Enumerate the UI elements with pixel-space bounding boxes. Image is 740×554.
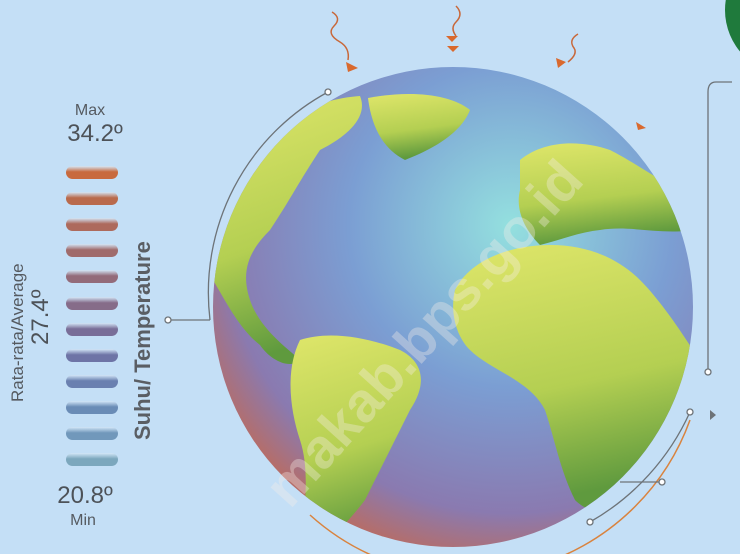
globe xyxy=(213,67,693,547)
corner-shape xyxy=(725,0,740,52)
scale-bar xyxy=(66,244,118,258)
scale-bar xyxy=(66,374,118,388)
scale-bar xyxy=(66,322,118,336)
scale-bar xyxy=(66,348,118,362)
scale-bar xyxy=(66,166,118,179)
sun-ray-icons xyxy=(330,5,646,130)
scale-bar xyxy=(66,296,118,310)
min-label: Min xyxy=(70,512,96,529)
scale-bar xyxy=(66,453,118,467)
pointer-icon xyxy=(710,410,716,420)
scale-bar xyxy=(66,192,118,206)
average-value: 27.4º xyxy=(27,289,54,345)
scale-bar xyxy=(66,218,118,232)
max-label: Max xyxy=(74,102,106,119)
min-value: 20.8º xyxy=(57,482,113,509)
scale-bar xyxy=(66,400,118,414)
connector-lines xyxy=(164,81,732,526)
max-value: 34.2º xyxy=(67,120,123,147)
scale-bar xyxy=(66,427,118,440)
scale-bar xyxy=(66,270,118,284)
temperature-title: Suhu/ Temperature xyxy=(130,241,155,440)
average-label: Rata-rata/Average xyxy=(8,263,27,402)
